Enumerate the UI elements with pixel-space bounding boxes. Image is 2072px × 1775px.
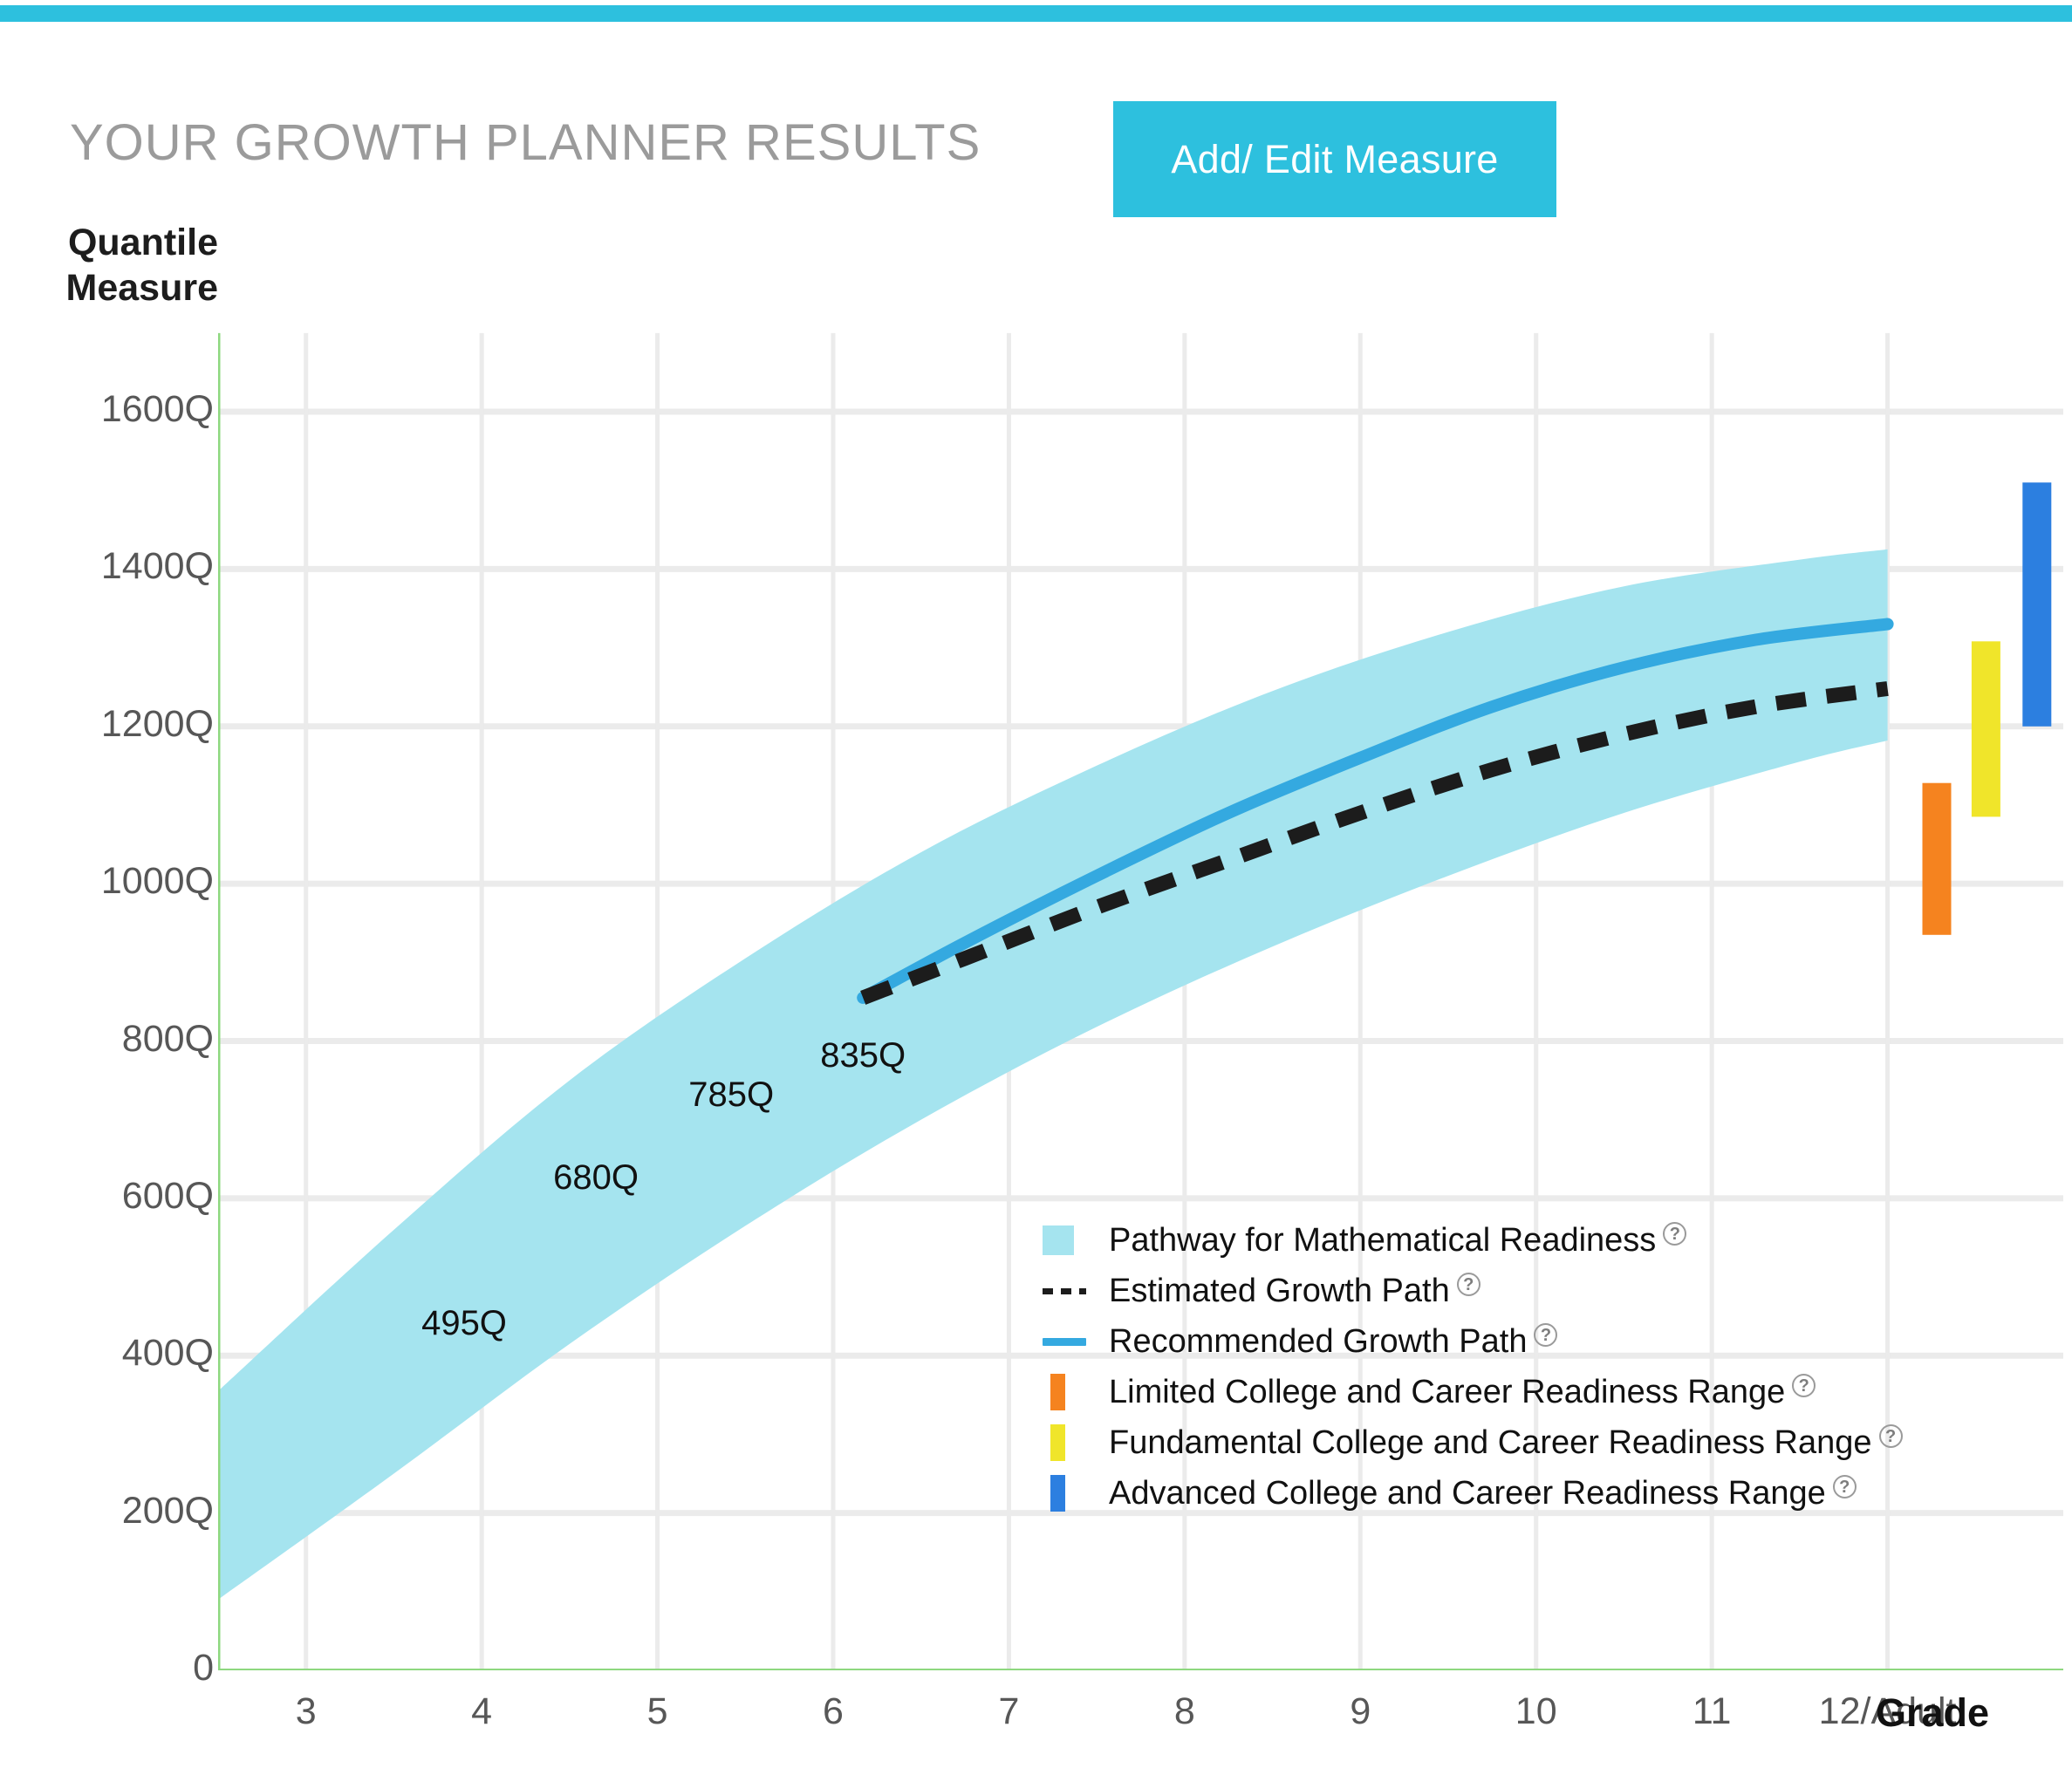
legend-bar-swatch [1050, 1424, 1065, 1461]
readiness-range-bar[interactable] [1922, 782, 1952, 935]
readiness-range-bar[interactable] [1971, 641, 2000, 817]
question-circle-icon[interactable]: ? [1878, 1423, 1903, 1448]
x-axis-title: Grade [1875, 1690, 1990, 1735]
y-axis-tick-label: 1600Q [100, 388, 214, 430]
legend-item[interactable]: Recommended Growth Path? [1043, 1322, 1903, 1361]
data-point-label: 495Q [421, 1303, 507, 1342]
legend-item[interactable]: Fundamental College and Career Readiness… [1043, 1423, 1903, 1462]
question-circle-icon[interactable]: ? [1663, 1221, 1687, 1246]
question-circle-icon[interactable]: ? [1832, 1474, 1857, 1499]
x-axis-tick-label: 7 [998, 1690, 1020, 1732]
growth-chart-svg [218, 332, 2063, 1670]
legend-item[interactable]: Estimated Growth Path? [1043, 1272, 1903, 1310]
question-circle-icon[interactable]: ? [1792, 1373, 1816, 1397]
x-axis-tick-label: 5 [646, 1690, 668, 1732]
x-axis-tick-label: 8 [1173, 1690, 1195, 1732]
legend-item[interactable]: Pathway for Mathematical Readiness? [1043, 1221, 1903, 1260]
y-axis-tick-label: 1000Q [100, 860, 214, 903]
y-axis-tick-label: 1200Q [100, 702, 214, 745]
x-axis-tick-label: 9 [1350, 1690, 1371, 1732]
legend-item-label: Fundamental College and Career Readiness… [1109, 1423, 1872, 1461]
y-axis-tick-label: 0 [193, 1647, 214, 1689]
readiness-range-bar[interactable] [2022, 482, 2052, 727]
x-axis-tick-label: 11 [1692, 1690, 1732, 1732]
data-point-label: 680Q [553, 1157, 639, 1197]
legend-solid-line-swatch [1043, 1337, 1086, 1346]
legend-dashed-line-swatch [1043, 1287, 1086, 1294]
y-axis-tick-label: 1400Q [100, 545, 214, 588]
y-axis-tick-label: 800Q [121, 1017, 214, 1060]
y-axis-tick-label: 200Q [121, 1489, 214, 1532]
recommended-growth-path-line [857, 618, 1894, 1004]
legend-item[interactable]: Advanced College and Career Readiness Ra… [1043, 1474, 1903, 1512]
legend-item-label: Estimated Growth Path [1109, 1272, 1450, 1309]
legend-bar-swatch [1050, 1374, 1065, 1410]
y-axis-tick-label: 400Q [121, 1332, 214, 1375]
y-axis-title: Quantile Measure [65, 222, 218, 310]
pathway-readiness-band [218, 549, 1888, 1600]
x-axis-tick-label: 3 [295, 1690, 317, 1732]
legend-item-label: Recommended Growth Path [1109, 1322, 1528, 1360]
page-header: YOUR GROWTH PLANNER RESULTS Add/ Edit Me… [0, 45, 2072, 217]
chart-plot-area [218, 249, 2063, 1670]
y-axis-tick-label: 600Q [121, 1174, 214, 1217]
page-title: YOUR GROWTH PLANNER RESULTS [70, 114, 981, 171]
question-circle-icon[interactable]: ? [1456, 1272, 1480, 1296]
data-point-label: 785Q [688, 1075, 775, 1115]
data-point-label: 835Q [820, 1035, 906, 1075]
x-axis-tick-label: 6 [823, 1690, 844, 1732]
chart-legend: Pathway for Mathematical Readiness? Estim… [1043, 1221, 1903, 1512]
x-axis-tick-label: 12/Adult [1818, 1690, 1957, 1732]
legend-item-label: Pathway for Mathematical Readiness [1109, 1221, 1657, 1259]
estimated-growth-path-line [860, 681, 1889, 1005]
top-accent-bar [0, 5, 2072, 22]
legend-item-label: Advanced College and Career Readiness Ra… [1109, 1474, 1826, 1512]
question-circle-icon[interactable]: ? [1534, 1322, 1558, 1347]
x-axis-tick-label: 10 [1515, 1690, 1557, 1732]
legend-item-label: Limited College and Career Readiness Ran… [1109, 1373, 1786, 1410]
x-axis-tick-label: 4 [471, 1690, 493, 1732]
legend-area-swatch [1043, 1225, 1074, 1255]
legend-bar-swatch [1050, 1475, 1065, 1512]
add-edit-measure-button[interactable]: Add/ Edit Measure [1113, 101, 1556, 217]
legend-item[interactable]: Limited College and Career Readiness Ran… [1043, 1373, 1903, 1411]
